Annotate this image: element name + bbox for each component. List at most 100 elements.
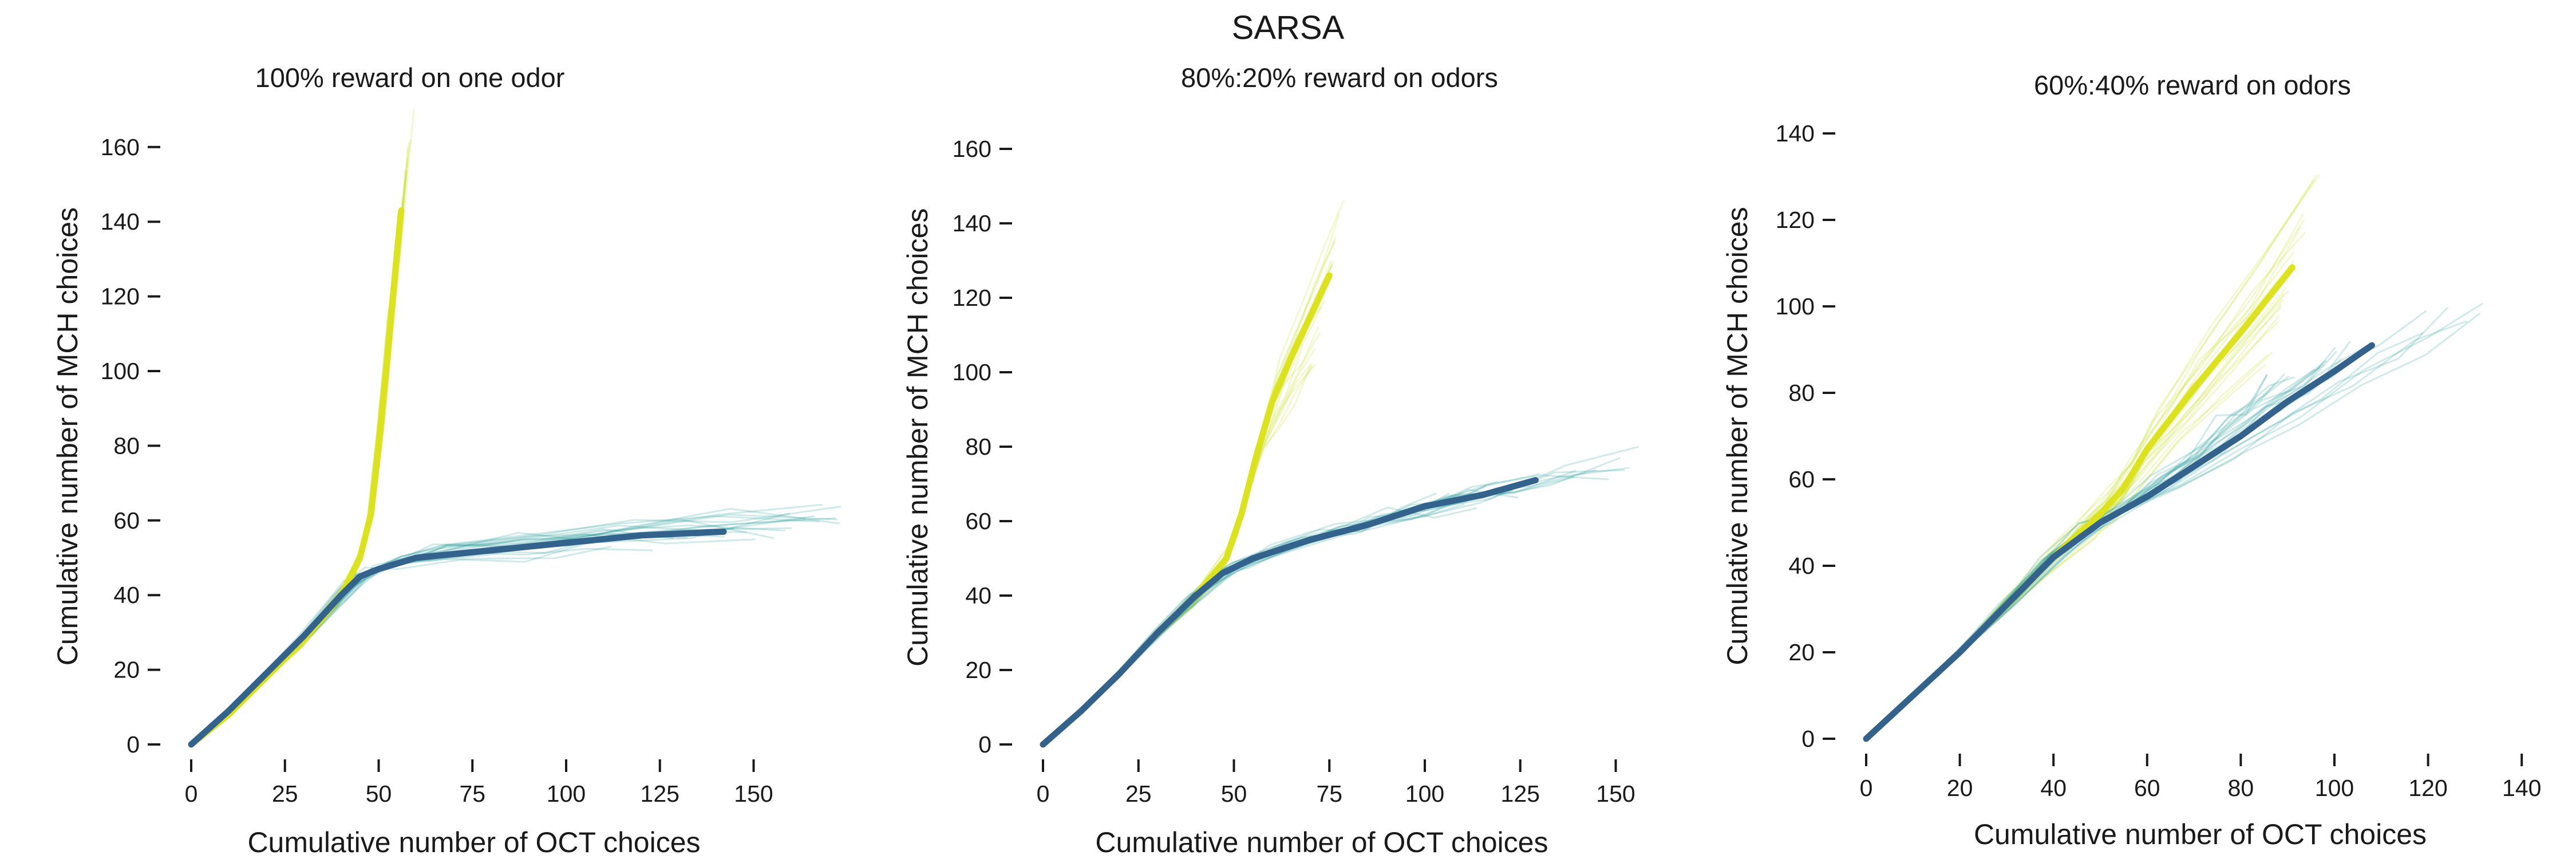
x-tick-label: 150	[734, 781, 773, 807]
agent-trace	[191, 308, 390, 746]
agent-trace	[191, 298, 392, 746]
agent-trace	[1042, 236, 1337, 746]
x-tick-label: 150	[1596, 781, 1635, 807]
y-tick-label: 0	[127, 731, 140, 758]
agent-trace	[1042, 281, 1330, 746]
x-tick-label: 125	[1501, 781, 1540, 807]
agent-trace	[1865, 226, 2302, 740]
y-tick-label: 160	[953, 136, 991, 162]
y-tick-label: 100	[101, 358, 140, 384]
agent-trace	[1042, 492, 1474, 746]
mean-line-high-reward	[1040, 272, 1333, 748]
x-axis-label: Cumulative number of OCT choices	[1974, 818, 2427, 850]
y-axis: 0 20 40 60 80 100 120 140 160	[953, 136, 1012, 758]
mean-line-low-reward	[1040, 477, 1539, 748]
x-tick-label: 100	[547, 781, 586, 807]
y-tick-label: 120	[953, 285, 991, 311]
agent-trace	[1865, 175, 2317, 740]
agent-trace	[1042, 474, 1609, 746]
agent-trace	[1042, 473, 1540, 746]
agent-trace	[1865, 213, 2305, 740]
agent-trace	[1042, 291, 1326, 746]
y-tick-label: 20	[113, 657, 140, 683]
x-tick-label: 75	[459, 781, 485, 807]
y-tick-label: 140	[101, 208, 140, 235]
y-tick-label: 60	[965, 508, 991, 534]
agent-trace	[1865, 275, 2290, 740]
x-tick-label: 0	[185, 781, 198, 807]
y-tick-label: 20	[965, 657, 991, 683]
y-tick-label: 160	[101, 134, 140, 160]
mean-line-high-reward	[1863, 264, 2296, 742]
agent-trace	[1865, 299, 2283, 740]
x-tick-label: 125	[641, 781, 679, 807]
agent-trace	[191, 229, 401, 746]
y-tick-label: 120	[101, 283, 140, 310]
agent-trace	[1865, 302, 2483, 740]
mean-line-high-reward	[188, 207, 405, 748]
y-tick-label: 140	[953, 210, 991, 237]
agent-trace	[1042, 279, 1328, 746]
agent-trace	[1865, 179, 2315, 740]
agent-trace	[191, 238, 398, 746]
agent-trace	[191, 249, 398, 746]
y-axis: 0 20 40 60 80 100 120 140	[1776, 120, 1835, 752]
agent-trace	[191, 198, 404, 746]
agent-trace	[1865, 320, 2468, 740]
agent-trace	[1042, 469, 1597, 746]
agent-trace	[1042, 282, 1329, 746]
x-axis-label: Cumulative number of OCT choices	[247, 826, 700, 858]
agent-trace	[1042, 489, 1511, 746]
x-tick-label: 140	[2502, 775, 2541, 801]
agent-trace	[1865, 368, 2316, 740]
agent-trace	[190, 532, 653, 746]
x-tick-label: 50	[1221, 781, 1247, 807]
agent-trace	[1865, 303, 2282, 740]
agent-trace	[1042, 506, 1477, 746]
agent-trace	[1042, 503, 1465, 746]
agent-trace	[1042, 488, 1519, 746]
y-tick-label: 60	[113, 507, 140, 534]
y-tick-label: 0	[1801, 726, 1815, 752]
agent-trace	[1865, 310, 2427, 740]
agent-trace	[1042, 492, 1450, 746]
agent-trace	[191, 330, 389, 746]
x-tick-label: 100	[2315, 775, 2354, 801]
y-tick-label: 80	[1788, 380, 1815, 406]
agent-trace	[1042, 485, 1486, 746]
x-axis-label: Cumulative number of OCT choices	[1095, 826, 1548, 858]
agent-trace	[190, 527, 734, 746]
x-tick-label: 60	[2134, 775, 2160, 801]
x-tick-label: 120	[2408, 775, 2447, 801]
agent-trace	[1042, 446, 1639, 746]
agent-trace	[191, 533, 725, 746]
agent-trace	[1865, 347, 2368, 740]
agent-trace	[1865, 344, 2370, 740]
agent-trace	[191, 238, 400, 746]
agent-trace	[191, 170, 406, 746]
y-axis: 0 20 40 60 80 100 120 140 160	[101, 134, 160, 758]
agent-trace	[191, 528, 674, 746]
agent-trace	[1042, 476, 1575, 746]
y-tick-label: 20	[1788, 639, 1815, 665]
agent-trace	[1042, 261, 1332, 746]
x-axis: 0 25 50 75 100 125 150	[185, 759, 773, 807]
agent-trace	[1042, 241, 1336, 746]
y-tick-label: 40	[965, 582, 991, 609]
agent-trace	[191, 213, 401, 746]
agent-trace	[190, 531, 747, 746]
panel-title: 100% reward on one odor	[255, 62, 565, 93]
agent-trace	[190, 533, 756, 746]
agent-trace	[1042, 489, 1514, 746]
agent-trace	[1865, 219, 2305, 740]
x-tick-label: 0	[1037, 781, 1050, 807]
agent-trace	[1042, 492, 1437, 746]
x-axis: 0 25 50 75 100 125 150	[1037, 759, 1635, 807]
y-tick-label: 40	[113, 582, 140, 608]
figure-title: SARSA	[1232, 9, 1345, 46]
mean-line-low-reward	[188, 528, 727, 748]
agent-trace	[1042, 501, 1468, 746]
